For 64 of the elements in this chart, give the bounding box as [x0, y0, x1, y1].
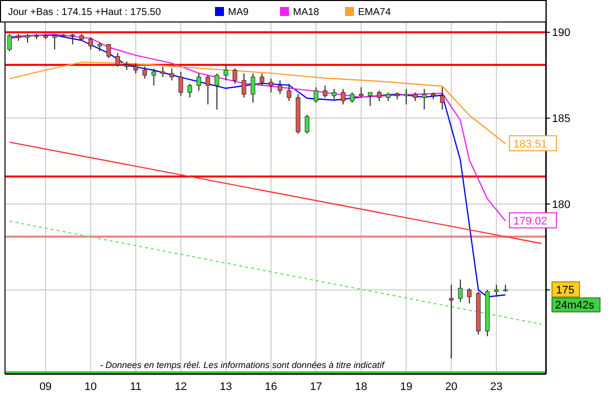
candlestick	[376, 90, 382, 102]
y-tick-label: 185	[552, 113, 570, 126]
annotation: - Donnees en temps réel. Les informations sont données à titre indicatif	[100, 360, 386, 370]
data-label: 183.51	[513, 138, 548, 151]
candlestick	[286, 83, 292, 102]
candlestick	[304, 114, 310, 134]
x-tick-label: 17	[310, 381, 322, 393]
candlestick	[340, 88, 346, 105]
candlestick	[70, 34, 75, 45]
x-tick-label: 12	[174, 381, 187, 393]
x-tick-label: 13	[220, 381, 232, 393]
candlestick	[160, 66, 166, 78]
candlestick	[170, 68, 174, 81]
candlestick	[260, 73, 264, 86]
legend-label: MA9	[228, 7, 249, 18]
data-label: 179.02	[513, 216, 548, 228]
candlestick	[115, 52, 120, 68]
candlestick	[332, 88, 336, 100]
candlestick	[268, 78, 274, 93]
candlestick	[368, 92, 372, 107]
x-tick-label: 18	[355, 381, 368, 393]
candlestick	[178, 71, 184, 96]
candlestick	[322, 85, 328, 98]
y-tick-label: 190	[552, 27, 570, 40]
candlestick	[106, 44, 111, 59]
candlestick	[206, 74, 210, 105]
candlestick	[404, 88, 408, 105]
candlestick	[494, 284, 499, 298]
x-tick-label: 16	[264, 381, 278, 393]
candlestick	[350, 92, 354, 104]
candlestick	[358, 86, 364, 98]
candlestick	[440, 86, 445, 110]
candlestick	[242, 73, 246, 98]
legend-label: MA18	[293, 7, 320, 18]
x-tick-label: 11	[130, 381, 142, 393]
x-tick-label: 23	[490, 381, 503, 393]
candlestick	[224, 64, 228, 81]
text: 175	[556, 284, 574, 297]
line-series	[8, 62, 506, 144]
candlestick	[188, 83, 192, 98]
candlestick	[232, 68, 238, 84]
candlestick	[214, 73, 220, 110]
candlestick	[7, 34, 12, 52]
x-tick-label: 19	[400, 381, 412, 393]
text: 24m42s	[555, 300, 595, 312]
candlestick	[52, 34, 57, 50]
x-tick-label: 09	[39, 381, 52, 393]
candlestick	[133, 62, 138, 74]
candlestick	[458, 279, 463, 302]
candlestick	[142, 66, 148, 80]
x-tick-label: 10	[84, 381, 97, 393]
chart-title: Jour +Bas : 174.15 +Haut : 175.50	[8, 7, 162, 18]
candlestick	[422, 88, 427, 110]
candlestick	[278, 80, 282, 95]
candlestick	[152, 68, 156, 86]
x-tick-label: 20	[445, 381, 458, 393]
candlestick	[449, 284, 454, 360]
candlestick	[467, 288, 472, 304]
candlestick	[196, 73, 202, 92]
y-tick-label: 180	[552, 198, 570, 211]
legend-label: EMA74	[358, 7, 392, 18]
candlestick	[250, 73, 256, 104]
candlestick	[314, 86, 318, 104]
candlestick	[88, 36, 93, 50]
